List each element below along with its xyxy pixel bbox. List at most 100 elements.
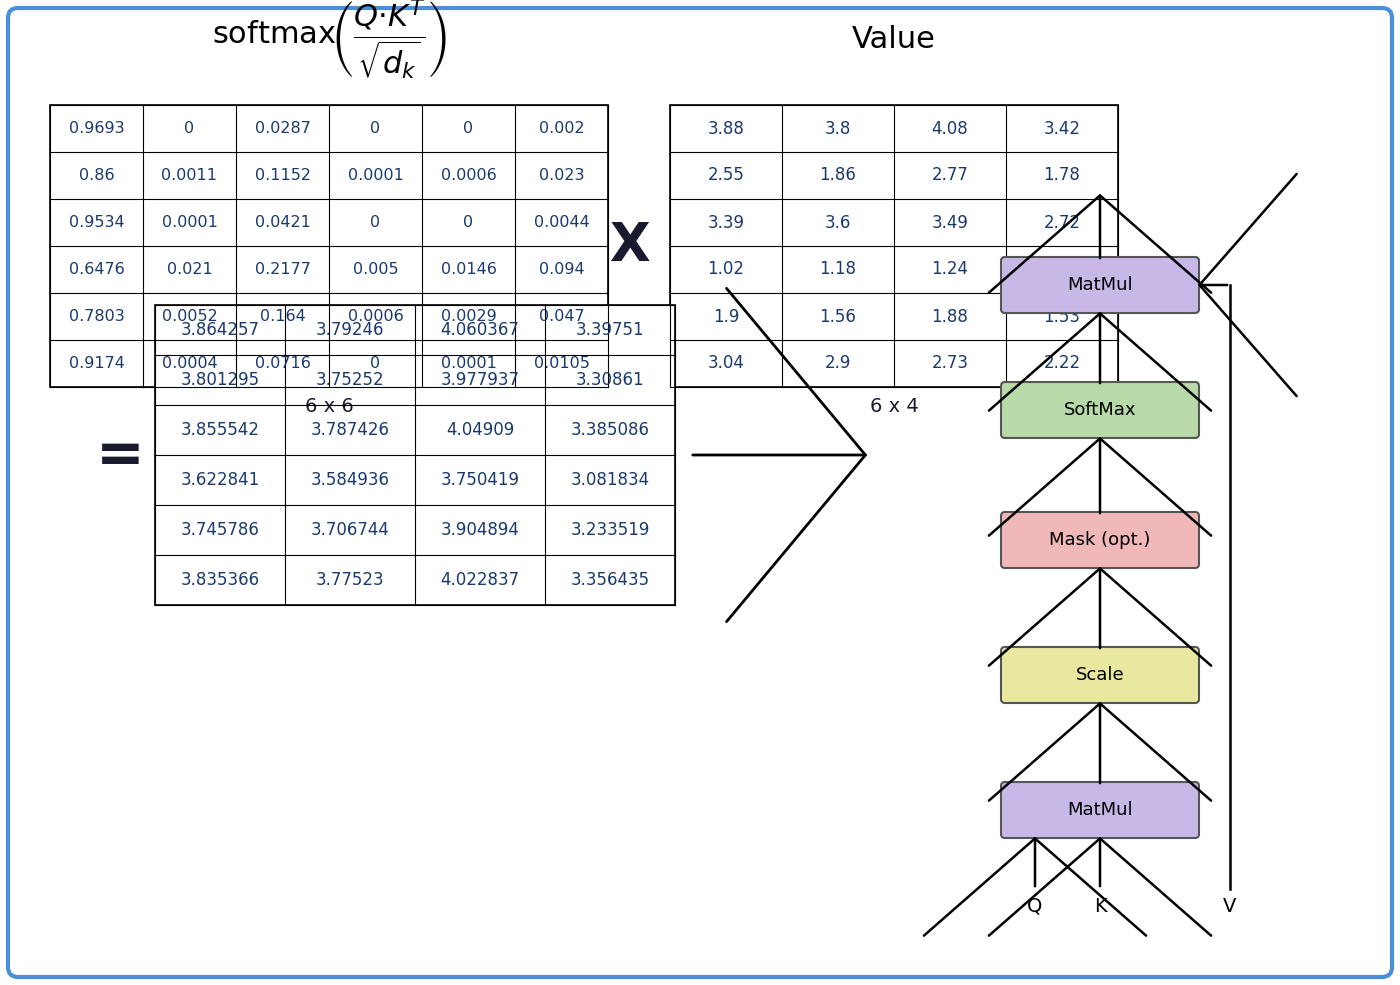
Text: 1.3: 1.3 bbox=[1049, 260, 1075, 279]
Text: 4.08: 4.08 bbox=[931, 119, 969, 138]
Text: 0.86: 0.86 bbox=[78, 168, 115, 183]
Text: 2.73: 2.73 bbox=[931, 355, 969, 372]
Text: 1.02: 1.02 bbox=[707, 260, 745, 279]
Text: 3.8: 3.8 bbox=[825, 119, 851, 138]
Text: 0.0029: 0.0029 bbox=[441, 309, 497, 324]
Text: 0.005: 0.005 bbox=[353, 262, 399, 277]
Text: 3.081834: 3.081834 bbox=[570, 471, 650, 489]
Text: 0: 0 bbox=[371, 356, 381, 371]
Text: 3.75252: 3.75252 bbox=[315, 371, 385, 389]
Text: 3.77523: 3.77523 bbox=[315, 571, 385, 589]
Text: V: V bbox=[1224, 896, 1236, 915]
Text: 0.023: 0.023 bbox=[539, 168, 584, 183]
Text: =: = bbox=[95, 427, 144, 484]
Text: 2.77: 2.77 bbox=[931, 166, 969, 184]
Text: 0: 0 bbox=[463, 121, 473, 136]
Text: 3.39: 3.39 bbox=[707, 214, 745, 231]
FancyBboxPatch shape bbox=[1001, 257, 1198, 313]
Bar bbox=[155, 305, 675, 605]
Text: 1.56: 1.56 bbox=[819, 307, 857, 325]
Text: 3.30861: 3.30861 bbox=[575, 371, 644, 389]
Text: 1.18: 1.18 bbox=[819, 260, 857, 279]
Text: X: X bbox=[609, 220, 651, 272]
Text: 0.0044: 0.0044 bbox=[533, 215, 589, 230]
Text: 0.9534: 0.9534 bbox=[69, 215, 125, 230]
Text: 0.0421: 0.0421 bbox=[255, 215, 311, 230]
Text: 2.9: 2.9 bbox=[825, 355, 851, 372]
Text: 0.0001: 0.0001 bbox=[441, 356, 497, 371]
FancyBboxPatch shape bbox=[1001, 512, 1198, 568]
Text: 0: 0 bbox=[371, 215, 381, 230]
Text: 3.787426: 3.787426 bbox=[311, 421, 389, 439]
Text: 0.9174: 0.9174 bbox=[69, 356, 125, 371]
Text: 1.86: 1.86 bbox=[819, 166, 857, 184]
Text: 4.060367: 4.060367 bbox=[441, 321, 519, 339]
Text: 0.0105: 0.0105 bbox=[533, 356, 589, 371]
Text: Scale: Scale bbox=[1075, 666, 1124, 684]
Text: 3.904894: 3.904894 bbox=[441, 521, 519, 539]
Text: 1.53: 1.53 bbox=[1043, 307, 1081, 325]
Text: 6 x 4: 6 x 4 bbox=[869, 398, 918, 417]
Text: 1.88: 1.88 bbox=[931, 307, 969, 325]
Text: 0.094: 0.094 bbox=[539, 262, 584, 277]
Text: 3.977937: 3.977937 bbox=[441, 371, 519, 389]
Text: 2.72: 2.72 bbox=[1043, 214, 1081, 231]
Text: 3.233519: 3.233519 bbox=[570, 521, 650, 539]
Text: 1.78: 1.78 bbox=[1043, 166, 1081, 184]
Text: 0.0146: 0.0146 bbox=[441, 262, 497, 277]
Text: 3.745786: 3.745786 bbox=[181, 521, 259, 539]
Text: 0.0011: 0.0011 bbox=[161, 168, 217, 183]
Bar bbox=[671, 105, 1119, 387]
Text: 0.9693: 0.9693 bbox=[69, 121, 125, 136]
Text: Q: Q bbox=[1028, 896, 1043, 915]
Text: 3.864257: 3.864257 bbox=[181, 321, 259, 339]
Text: 3.79246: 3.79246 bbox=[316, 321, 384, 339]
FancyBboxPatch shape bbox=[8, 8, 1392, 977]
Bar bbox=[50, 105, 608, 387]
FancyBboxPatch shape bbox=[1001, 782, 1198, 838]
Text: K: K bbox=[1093, 896, 1106, 915]
Text: 0.047: 0.047 bbox=[539, 309, 584, 324]
Text: 3.750419: 3.750419 bbox=[441, 471, 519, 489]
Text: 0: 0 bbox=[371, 121, 381, 136]
Text: 3.49: 3.49 bbox=[931, 214, 969, 231]
Text: 1.24: 1.24 bbox=[931, 260, 969, 279]
Text: MatMul: MatMul bbox=[1067, 801, 1133, 819]
Text: Value: Value bbox=[853, 26, 937, 54]
Text: 0.0006: 0.0006 bbox=[347, 309, 403, 324]
Text: SoftMax: SoftMax bbox=[1064, 401, 1137, 419]
Text: 0.1152: 0.1152 bbox=[255, 168, 311, 183]
FancyBboxPatch shape bbox=[1001, 647, 1198, 703]
FancyBboxPatch shape bbox=[1001, 382, 1198, 438]
Text: 3.584936: 3.584936 bbox=[311, 471, 389, 489]
Text: 3.42: 3.42 bbox=[1043, 119, 1081, 138]
Text: 1.9: 1.9 bbox=[713, 307, 739, 325]
Text: 0.0004: 0.0004 bbox=[161, 356, 217, 371]
Text: 3.855542: 3.855542 bbox=[181, 421, 259, 439]
Text: 3.801295: 3.801295 bbox=[181, 371, 259, 389]
Text: 0.2177: 0.2177 bbox=[255, 262, 311, 277]
Text: 4.04909: 4.04909 bbox=[445, 421, 514, 439]
Text: 3.706744: 3.706744 bbox=[311, 521, 389, 539]
Text: 0: 0 bbox=[463, 215, 473, 230]
Text: 2.22: 2.22 bbox=[1043, 355, 1081, 372]
Text: 6 x 6: 6 x 6 bbox=[305, 398, 353, 417]
Text: 4.022837: 4.022837 bbox=[441, 571, 519, 589]
Text: 2.55: 2.55 bbox=[707, 166, 745, 184]
Text: 3.356435: 3.356435 bbox=[570, 571, 650, 589]
Text: 3.385086: 3.385086 bbox=[571, 421, 650, 439]
Text: 3.39751: 3.39751 bbox=[575, 321, 644, 339]
Text: 0.0052: 0.0052 bbox=[161, 309, 217, 324]
Text: 0.0716: 0.0716 bbox=[255, 356, 311, 371]
Text: 0.7803: 0.7803 bbox=[69, 309, 125, 324]
Text: 0.6476: 0.6476 bbox=[69, 262, 125, 277]
Text: 0: 0 bbox=[185, 121, 195, 136]
Text: 0.0001: 0.0001 bbox=[347, 168, 403, 183]
Text: 0.0006: 0.0006 bbox=[441, 168, 497, 183]
Text: 0.164: 0.164 bbox=[259, 309, 305, 324]
Text: 3.88: 3.88 bbox=[707, 119, 745, 138]
Text: 3.6: 3.6 bbox=[825, 214, 851, 231]
Text: Mask (opt.): Mask (opt.) bbox=[1050, 531, 1151, 549]
Text: 0.021: 0.021 bbox=[167, 262, 213, 277]
Text: $\mathrm{softmax}\!\left(\dfrac{Q{\cdot}K^T}{\sqrt{d_k}}\right)$: $\mathrm{softmax}\!\left(\dfrac{Q{\cdot}… bbox=[211, 0, 447, 82]
